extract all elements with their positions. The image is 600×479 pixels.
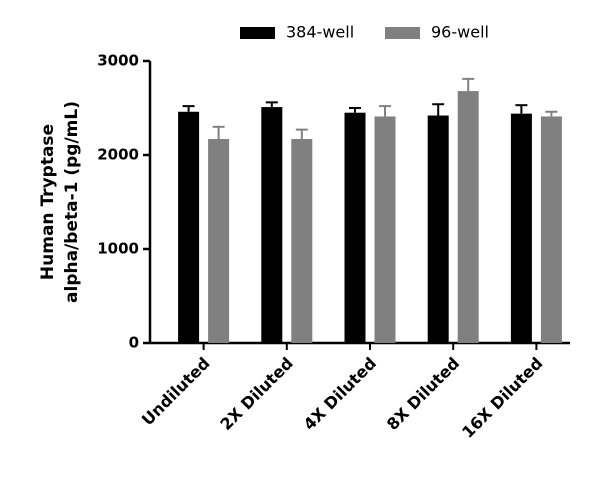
y-tick-label: 0 — [129, 334, 139, 352]
bar — [261, 107, 283, 343]
legend-swatch — [240, 27, 275, 39]
x-tick-label: 4X Diluted — [300, 354, 380, 434]
y-tick-label: 3000 — [97, 52, 139, 70]
legend-label: 384-well — [286, 23, 354, 42]
bar — [374, 116, 396, 344]
bar — [540, 116, 562, 344]
bar — [510, 113, 532, 343]
y-axis-label: Human Tryptase — [38, 124, 58, 280]
legend-swatch — [385, 27, 420, 39]
bar — [427, 115, 449, 344]
x-tick-label: 8X Diluted — [383, 354, 463, 434]
x-tick-label: 2X Diluted — [216, 354, 296, 434]
x-tick-label: 16X Diluted — [458, 354, 546, 442]
y-tick-label: 1000 — [97, 240, 139, 258]
y-tick-label: 2000 — [97, 146, 139, 164]
y-axis-label: alpha/beta-1 (pg/mL) — [62, 101, 82, 303]
x-tick-label: Undiluted — [138, 354, 214, 430]
bar — [457, 91, 479, 343]
legend-label: 96-well — [431, 23, 489, 42]
bar — [178, 111, 200, 343]
bar — [344, 112, 366, 343]
bar — [208, 139, 230, 343]
bar — [291, 139, 313, 343]
